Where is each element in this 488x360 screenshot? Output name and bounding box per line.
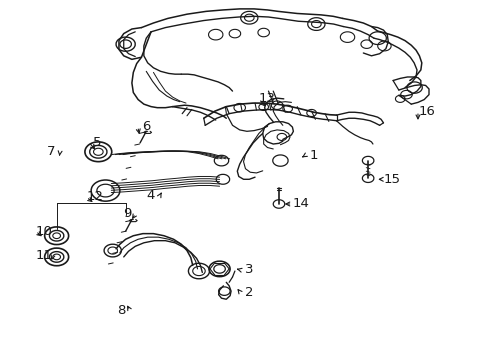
Text: 16: 16 (417, 105, 434, 118)
Text: 14: 14 (292, 198, 309, 211)
Text: 1: 1 (309, 149, 318, 162)
Text: 7: 7 (47, 145, 56, 158)
Text: 10: 10 (36, 225, 53, 238)
Text: 8: 8 (117, 304, 125, 317)
Text: 4: 4 (146, 189, 155, 202)
Text: 15: 15 (383, 173, 400, 186)
Text: 3: 3 (244, 264, 253, 276)
Text: 9: 9 (122, 207, 131, 220)
Text: 11: 11 (36, 249, 53, 262)
Text: 12: 12 (86, 190, 103, 203)
Text: 13: 13 (259, 93, 275, 105)
Text: 5: 5 (93, 136, 102, 149)
Text: 6: 6 (142, 120, 150, 133)
Text: 2: 2 (244, 287, 253, 300)
